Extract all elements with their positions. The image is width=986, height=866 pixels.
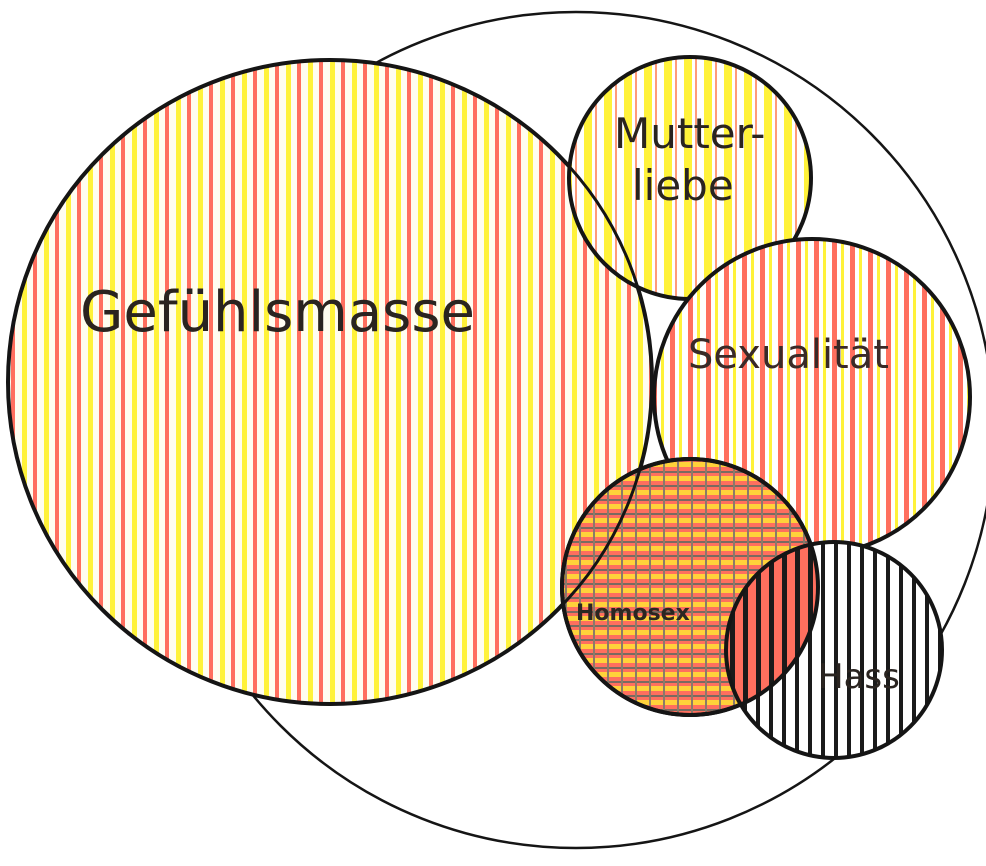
label-gefuehlsmasse: Gefühlsmasse <box>80 280 475 345</box>
label-hass: Hass <box>818 657 900 697</box>
label-mutterliebe-line1: Mutter- <box>614 109 765 158</box>
label-homosex: Homosex <box>576 601 690 626</box>
label-mutterliebe-line2: liebe <box>632 161 734 210</box>
circle-hass <box>724 540 944 760</box>
homosex-outline <box>560 457 820 717</box>
label-sexualitaet: Sexualität <box>688 332 889 378</box>
circle-gefuehlsmasse <box>6 58 654 706</box>
gefuehlsmasse-outline <box>6 58 654 706</box>
